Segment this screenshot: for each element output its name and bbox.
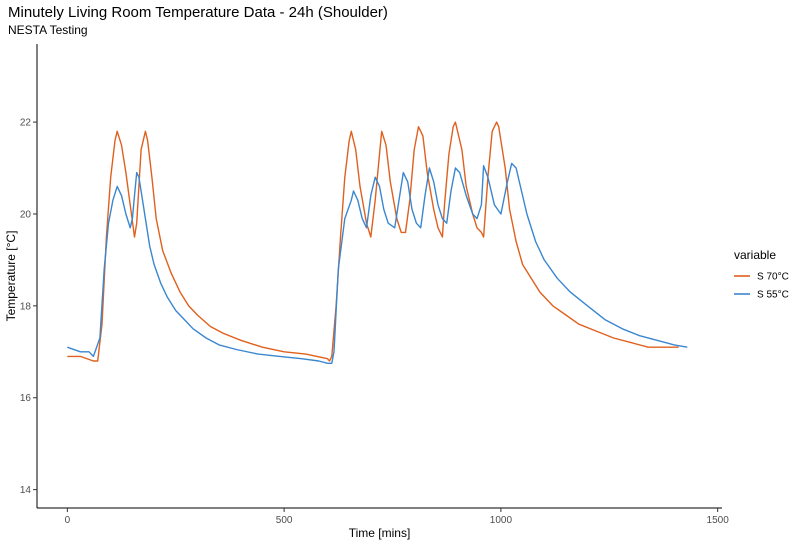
y-tick-label: 14	[20, 485, 32, 496]
x-tick-label: 1000	[490, 515, 513, 526]
y-axis-title: Temperature [°C]	[4, 231, 18, 322]
y-tick-label: 22	[20, 118, 32, 129]
axes: 0 500 1000 1500 14 16 18 20 22 Time [mins] Tempera…	[4, 44, 729, 540]
y-tick-label: 16	[20, 393, 32, 404]
chart-title: Minutely Living Room Temperature Data - …	[8, 4, 388, 21]
legend-label-2: S 55°C	[757, 290, 789, 301]
x-tick-label: 1500	[707, 515, 730, 526]
legend-label-1: S 70°C	[757, 272, 789, 283]
y-tick-label: 18	[20, 301, 32, 312]
x-tick-label: 500	[276, 515, 293, 526]
series-layer	[67, 121, 688, 364]
series-line-2	[67, 162, 688, 364]
x-tick-label: 0	[65, 515, 71, 526]
legend-title: variable	[734, 248, 776, 262]
legend: variable S 70°C S 55°C	[734, 248, 789, 301]
y-tick-label: 20	[20, 209, 32, 220]
series-line-1	[67, 121, 679, 362]
chart-subtitle: NESTA Testing	[8, 23, 88, 37]
x-axis-title: Time [mins]	[349, 526, 411, 540]
